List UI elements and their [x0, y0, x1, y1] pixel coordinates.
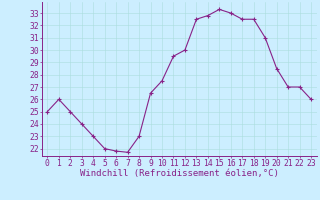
X-axis label: Windchill (Refroidissement éolien,°C): Windchill (Refroidissement éolien,°C)	[80, 169, 279, 178]
